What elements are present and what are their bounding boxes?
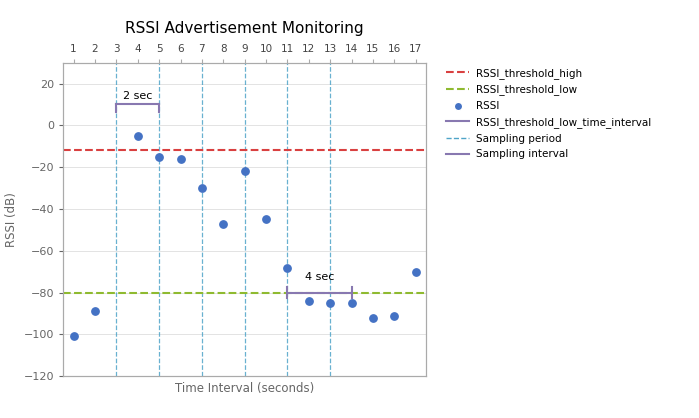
Y-axis label: RSSI (dB): RSSI (dB) [5,192,18,247]
Point [217,220,229,227]
Point [239,168,250,175]
Point [389,312,400,319]
Point [89,308,101,315]
Point [282,264,293,271]
Point [324,300,336,306]
Point [368,314,379,321]
Point [175,155,186,162]
Point [261,216,272,223]
Title: RSSI Advertisement Monitoring: RSSI Advertisement Monitoring [125,20,364,36]
Legend: RSSI_threshold_high, RSSI_threshold_low, RSSI, RSSI_threshold_low_time_interval,: RSSI_threshold_high, RSSI_threshold_low,… [446,68,651,159]
Point [68,333,79,340]
Point [132,133,143,139]
X-axis label: Time Interval (seconds): Time Interval (seconds) [175,382,315,395]
Point [346,300,357,306]
Text: 2 sec: 2 sec [123,92,152,101]
Point [154,153,165,160]
Point [303,298,315,304]
Point [410,268,421,275]
Text: 4 sec: 4 sec [305,272,334,282]
Point [196,185,208,191]
